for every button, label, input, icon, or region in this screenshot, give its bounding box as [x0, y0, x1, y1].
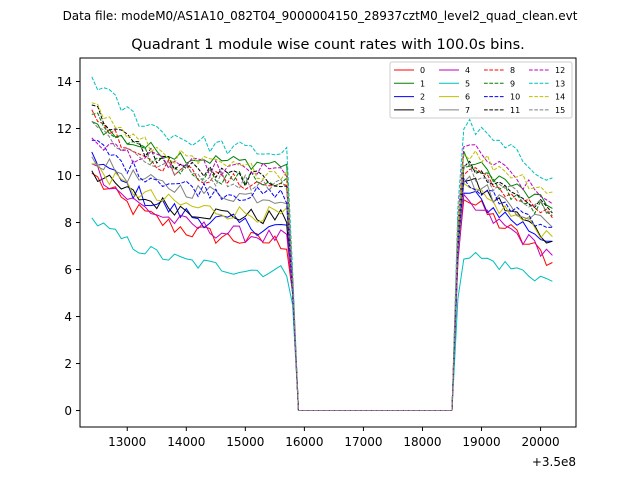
series-line-9 [91, 112, 553, 411]
legend-box [389, 61, 573, 119]
legend-label-10: 10 [510, 93, 520, 102]
legend-label-1: 1 [420, 79, 425, 88]
y-axis: 0 2 4 6 8 10 12 14 [57, 75, 80, 418]
y-tick-label: 4 [64, 310, 72, 324]
legend-label-0: 0 [420, 66, 425, 75]
x-tick-label: 18000 [403, 435, 441, 449]
x-tick-label: 17000 [344, 435, 382, 449]
y-tick-label: 12 [57, 122, 72, 136]
x-tick-label: 15000 [226, 435, 264, 449]
legend-label-3: 3 [420, 106, 425, 115]
series-line-1 [91, 121, 553, 411]
x-tick-label: 16000 [285, 435, 323, 449]
series-line-6 [91, 163, 553, 411]
x-tick-label: 19000 [462, 435, 500, 449]
legend-label-9: 9 [510, 79, 515, 88]
y-tick-label: 2 [64, 357, 72, 371]
series-line-5 [91, 217, 553, 411]
series-line-7 [91, 156, 553, 411]
chart-title: Quadrant 1 module wise count rates with … [131, 37, 525, 53]
y-tick-label: 10 [57, 169, 72, 183]
series-line-2 [91, 151, 553, 411]
suptitle: Data file: modeM0/AS1A10_082T04_90000041… [63, 9, 578, 23]
series-line-13 [91, 76, 553, 411]
y-tick-label: 6 [64, 263, 72, 277]
x-axis: 13000 14000 15000 16000 17000 18000 19000 20000 [108, 427, 560, 449]
x-offset-label: +3.5e8 [532, 455, 576, 469]
series-line-3 [91, 170, 553, 411]
y-tick-label: 14 [57, 75, 72, 89]
x-tick-label: 14000 [167, 435, 205, 449]
legend-label-13: 13 [555, 79, 565, 88]
series-line-8 [91, 109, 553, 411]
x-tick-label: 13000 [108, 435, 146, 449]
legend-label-14: 14 [555, 93, 565, 102]
series-line-12 [91, 137, 553, 411]
axes-frame [79, 57, 577, 428]
legend-label-6: 6 [465, 93, 470, 102]
legend-label-2: 2 [420, 93, 425, 102]
legend-label-5: 5 [465, 79, 470, 88]
series-line-0 [91, 172, 553, 411]
series-line-15 [91, 121, 553, 411]
x-tick-label: 20000 [521, 435, 559, 449]
legend-label-12: 12 [555, 66, 565, 75]
legend-label-11: 11 [510, 106, 520, 115]
series-lines [91, 76, 553, 411]
y-tick-label: 8 [64, 216, 72, 230]
legend-label-8: 8 [510, 66, 515, 75]
legend-label-7: 7 [465, 106, 470, 115]
legend-label-15: 15 [555, 106, 565, 115]
legend-label-4: 4 [465, 66, 470, 75]
y-tick-label: 0 [64, 404, 72, 418]
